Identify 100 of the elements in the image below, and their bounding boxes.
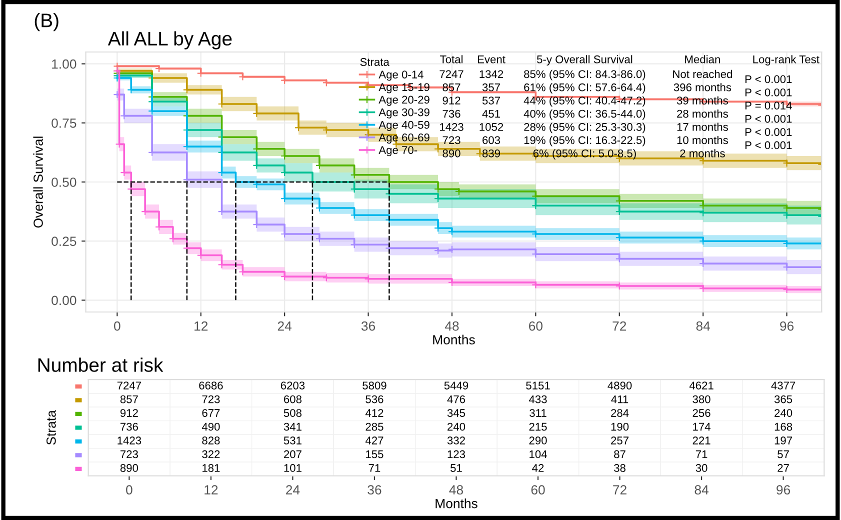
annotation: 357 [482, 83, 500, 92]
x-tick-label: 60 [529, 321, 542, 331]
chart-title: Number at risk [38, 358, 164, 372]
legend-title: Strata [360, 58, 390, 66]
data-label: 4890 [608, 382, 632, 390]
y-tick-label: 0.00 [52, 296, 76, 306]
data-label: 7247 [117, 382, 141, 390]
data-label: 427 [365, 436, 384, 444]
data-label: 104 [530, 450, 547, 458]
data-label: 71 [368, 464, 380, 472]
x-tick-label: 84 [696, 321, 710, 331]
chart-title: All ALL by Age [108, 31, 232, 50]
legend-label: Age 70- [378, 146, 418, 156]
annotation: 5-y Overall Survival [536, 55, 632, 66]
x-tick-label: 24 [286, 485, 300, 494]
data-label: 30 [696, 464, 708, 472]
data-label: 101 [284, 464, 302, 472]
data-label: 174 [693, 422, 710, 431]
annotation: 40% (95% CI: 36.5-44.0) [524, 110, 646, 120]
x-tick-label: 36 [361, 321, 376, 331]
annotation: 912 [442, 96, 460, 104]
data-label: 27 [778, 464, 789, 472]
x-axis-title: Months [436, 498, 478, 508]
x-tick-label: 24 [278, 321, 292, 331]
data-label: 490 [202, 422, 220, 431]
data-label: 857 [120, 395, 138, 404]
data-label: 322 [202, 450, 220, 458]
x-tick-label: 96 [776, 485, 790, 495]
annotation: 28 months [677, 110, 728, 118]
annotation: P < 0.001 [745, 75, 792, 84]
annotation: 603 [482, 136, 500, 144]
data-label: 476 [447, 395, 466, 404]
data-label: 332 [447, 436, 465, 444]
annotation: 2 months [680, 149, 725, 158]
data-label: 4621 [689, 382, 714, 390]
data-label: 5809 [362, 382, 386, 390]
data-label: 168 [774, 422, 792, 431]
annotation: 1423 [440, 123, 464, 131]
x-tick-label: 48 [444, 321, 459, 331]
data-label: 723 [202, 395, 220, 404]
data-label: 290 [529, 436, 547, 444]
y-tick-label: 1.00 [52, 59, 76, 69]
data-label: 345 [447, 409, 466, 417]
data-label: 411 [611, 395, 628, 404]
x-tick-label: 72 [612, 321, 626, 331]
data-label: 341 [284, 422, 302, 431]
data-label: 723 [120, 450, 138, 458]
x-tick-label: 96 [780, 321, 794, 331]
annotation: 396 months [674, 83, 732, 92]
data-label: 6203 [280, 382, 305, 390]
x-tick-label: 36 [368, 485, 382, 495]
annotation: P < 0.001 [745, 141, 792, 150]
data-label: 240 [448, 422, 466, 431]
x-tick-label: 84 [694, 485, 708, 495]
x-tick-label: 0 [114, 321, 120, 331]
data-label: 71 [696, 450, 708, 458]
text: (B) [34, 13, 58, 32]
annotation: 723 [442, 136, 460, 144]
x-tick-label: 72 [613, 485, 626, 494]
data-label: 433 [528, 395, 547, 404]
x-tick-label: 0 [126, 485, 132, 495]
data-label: 912 [120, 409, 138, 417]
annotation: 19% (95% CI: 16.3-22.5) [524, 136, 646, 146]
annotation: 537 [482, 96, 500, 104]
x-axis-title: Months [433, 334, 475, 344]
legend-label: Age 30-39 [378, 108, 430, 118]
x-tick-label: 12 [204, 485, 218, 494]
data-label: 190 [611, 422, 629, 431]
annotation: 1342 [480, 70, 504, 78]
data-label: 6686 [199, 382, 223, 390]
y-tick-label: 0.50 [52, 178, 76, 187]
annotation: P < 0.001 [745, 114, 792, 123]
annotation: P < 0.001 [745, 128, 792, 136]
data-label: 221 [692, 436, 710, 444]
legend-label: Age 20-29 [378, 96, 430, 106]
data-label: 257 [611, 436, 628, 444]
data-label: 531 [284, 436, 302, 444]
legend-label: Age 15-19 [378, 83, 430, 94]
y-tick-label: 0.75 [52, 118, 76, 128]
data-label: 736 [120, 422, 138, 431]
annotation: 7247 [440, 70, 464, 78]
annotation: 890 [442, 149, 460, 158]
annotation: P < 0.001 [745, 88, 792, 96]
annotation: 736 [442, 110, 460, 118]
annotation: 85% (95% CI: 84.3-86.0) [524, 70, 646, 80]
legend-label: Age 40-59 [378, 120, 430, 131]
annotation: 17 months [677, 122, 728, 131]
data-label: 5449 [444, 382, 468, 390]
x-tick-label: 60 [531, 485, 545, 495]
annotation: P = 0.014 [745, 102, 792, 110]
data-label: 215 [529, 422, 547, 431]
data-label: 608 [284, 395, 302, 404]
annotation: Median [685, 55, 720, 64]
data-label: 87 [614, 450, 626, 458]
data-label: 536 [366, 395, 384, 404]
data-label: 1423 [118, 436, 142, 444]
data-label: 181 [202, 464, 220, 472]
data-label: 284 [611, 409, 629, 417]
data-label: 890 [120, 464, 138, 472]
annotation: 61% (95% CI: 57.6-64.4) [524, 83, 646, 94]
